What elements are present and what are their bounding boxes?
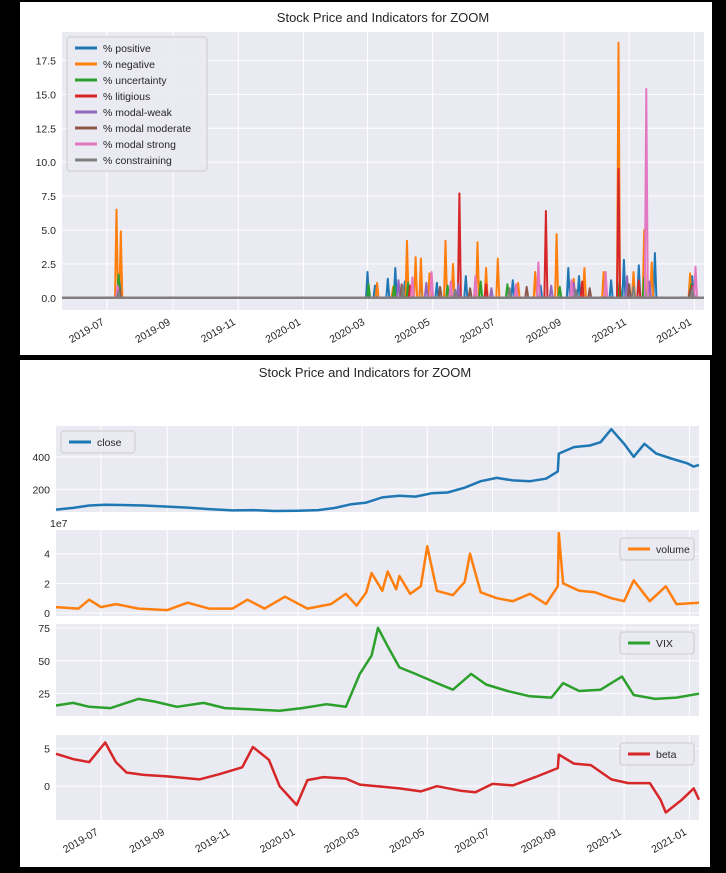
y-tick-label: 15.0 <box>36 89 57 101</box>
y-tick-label: 17.5 <box>36 55 57 67</box>
x-tick-label: 2020-05 <box>387 826 427 856</box>
legend-label: % constraining <box>103 155 172 167</box>
x-tick-label: 2020-11 <box>590 316 629 345</box>
y-tick-label: 200 <box>32 484 50 496</box>
legend-label: % litigious <box>103 91 150 103</box>
legend-label: % modal strong <box>103 139 176 151</box>
y-tick-label: 50 <box>38 656 50 668</box>
x-tick-label: 2020-01 <box>264 316 304 346</box>
x-tick-label: 2019-07 <box>61 826 101 856</box>
legend-label: VIX <box>656 638 673 650</box>
x-tick-label: 2020-03 <box>322 826 362 856</box>
x-tick-label: 2021-01 <box>655 316 695 346</box>
x-tick-label: 2020-01 <box>258 826 298 856</box>
x-tick-label: 2020-05 <box>393 316 433 346</box>
beta-plot-area <box>56 735 699 820</box>
sentiment-chart: Stock Price and Indicators for ZOOM 0.0 2.… <box>20 2 712 355</box>
y-tick-label: 12.5 <box>36 123 57 135</box>
y-tick-label: 25 <box>38 689 50 701</box>
legend-label: % uncertainty <box>103 75 167 87</box>
y-tick-label: 7.5 <box>41 191 56 203</box>
y-tick-label: 75 <box>38 623 50 635</box>
legend-label: volume <box>656 544 690 556</box>
y-tick-label: 2.5 <box>41 259 56 271</box>
x-tick-label: 2019-09 <box>127 826 167 856</box>
y-tick-label: 0 <box>44 608 50 620</box>
legend-label: % negative <box>103 59 155 71</box>
chart-title: Stock Price and Indicators for ZOOM <box>259 365 471 380</box>
x-tick-label: 2019-07 <box>67 316 107 346</box>
x-tick-label: 2020-09 <box>519 826 559 856</box>
x-tick-label: 2020-11 <box>585 826 624 855</box>
x-tick-label: 2019-09 <box>133 316 173 346</box>
y-tick-label: 4 <box>44 549 50 561</box>
legend-label: beta <box>656 749 677 761</box>
y-tick-label: 2 <box>44 578 50 590</box>
y-tick-label: 10.0 <box>36 157 57 169</box>
y-tick-label: 400 <box>32 452 50 464</box>
y-tick-label: 0.0 <box>41 293 56 305</box>
y-tick-label: 5 <box>44 744 50 756</box>
axis-scale-label: 1e7 <box>50 518 68 530</box>
legend-label: close <box>97 437 122 449</box>
x-tick-label: 2020-07 <box>458 316 498 346</box>
x-tick-label: 2020-07 <box>453 826 493 856</box>
x-tick-label: 2019-11 <box>193 826 232 855</box>
x-tick-label: 2020-09 <box>524 316 564 346</box>
x-tick-label: 2021-01 <box>649 826 689 856</box>
y-tick-label: 5.0 <box>41 225 56 237</box>
legend-label: % positive <box>103 43 151 55</box>
y-tick-label: 0 <box>44 781 50 793</box>
x-tick-label: 2020-03 <box>328 316 368 346</box>
legend-label: % modal moderate <box>103 123 191 135</box>
price-indicators-chart-panel: Stock Price and Indicators for ZOOM 200 40… <box>20 360 710 867</box>
sentiment-chart-panel: Stock Price and Indicators for ZOOM 0.0 2.… <box>20 2 712 355</box>
volume-plot-area <box>56 530 699 616</box>
price-indicators-chart: Stock Price and Indicators for ZOOM20040… <box>20 360 710 867</box>
legend-label: % modal-weak <box>103 107 173 119</box>
x-tick-label: 2019-11 <box>199 316 238 345</box>
chart-title: Stock Price and Indicators for ZOOM <box>277 10 489 25</box>
